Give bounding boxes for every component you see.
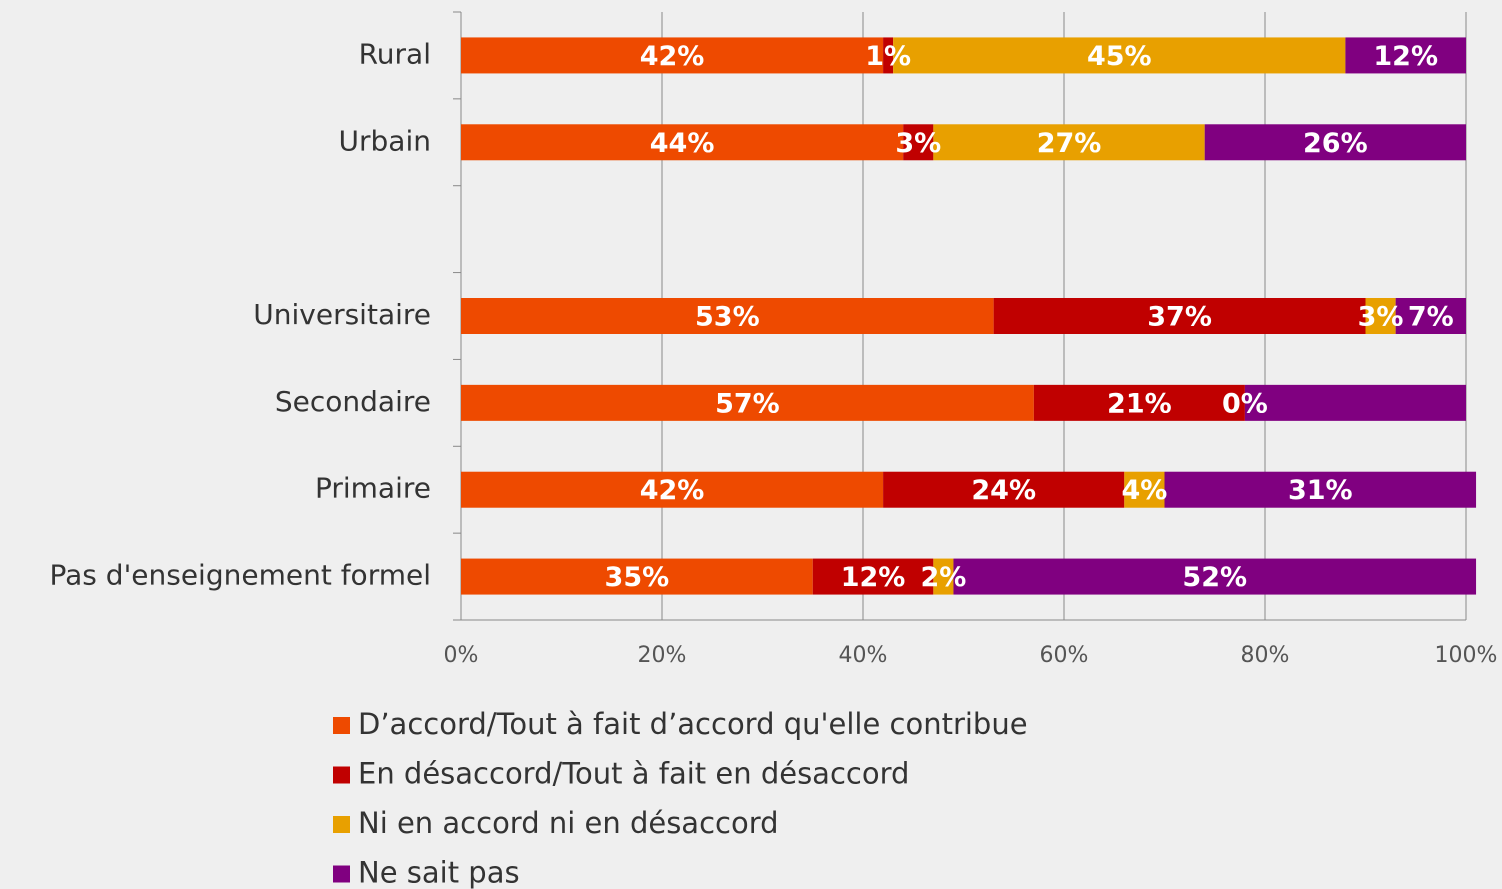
bar-segment [933,558,954,595]
legend-label: Ni en accord ni en désaccord [358,806,779,840]
data-label: 3% [895,128,941,159]
x-tick-label: 80% [1241,643,1290,668]
bar-segment [461,37,884,74]
data-label: 21% [1107,388,1172,419]
legend-swatch [333,865,350,883]
category-label: Universitaire [253,298,431,331]
bar-segment [903,124,934,161]
bar-segment [993,298,1366,334]
data-label: 12% [1373,41,1438,72]
data-label: 27% [1037,128,1102,159]
x-tick-label: 20% [638,643,687,668]
data-label: 45% [1087,41,1152,72]
bar-segment [1124,471,1165,508]
bar-segment [461,298,994,334]
bar-segment [893,37,1346,74]
data-label: 35% [605,562,670,593]
bar-segment [883,37,894,74]
bar-segment [461,558,813,595]
data-label: 42% [640,41,705,72]
data-label: 1% [865,41,911,72]
bar-segment [1395,298,1466,334]
data-label: 31% [1288,475,1353,506]
data-label: 24% [971,475,1036,506]
x-tick-label: 100% [1435,643,1498,668]
data-label: 52% [1182,562,1247,593]
bar-segment [1345,37,1466,74]
data-label: 7% [1408,302,1454,333]
data-label: 12% [841,562,906,593]
bar-segment [883,471,1125,508]
bar-segment [461,124,904,161]
legend-label: D’accord/Tout à fait d’accord qu'elle co… [358,707,1028,741]
bar-segment [933,124,1205,161]
data-label: 0% [1222,388,1268,419]
category-label: Primaire [315,472,431,505]
bar-segment [461,384,1034,421]
category-label: Pas d'enseignement formel [50,559,431,592]
data-label: 4% [1121,475,1167,506]
legend-swatch [333,717,350,734]
data-label: 44% [650,128,715,159]
x-tick-label: 40% [839,643,888,668]
bar-segment [1365,298,1396,334]
category-label: Rural [359,37,431,70]
legend-label: En désaccord/Tout à fait en désaccord [358,757,909,791]
bar-segment [812,558,934,595]
data-label: 26% [1303,128,1368,159]
data-label: 3% [1358,302,1404,333]
legend-swatch [333,766,350,784]
bar-segment [1244,384,1466,421]
legend-swatch [333,816,350,833]
bar-segment [1164,471,1477,508]
bar-segment [461,471,884,508]
x-tick-label: 0% [444,643,479,668]
bar-segment [953,558,1477,595]
legend-label: Ne sait pas [358,856,520,889]
data-label: 2% [920,562,966,593]
data-label: 37% [1147,302,1212,333]
data-label: 57% [715,388,780,419]
bar-segment [1204,124,1466,161]
category-label: Secondaire [275,385,431,418]
bar-segment [1033,384,1245,421]
x-tick-label: 60% [1040,643,1089,668]
data-label: 42% [640,475,705,506]
data-label: 53% [695,302,760,333]
category-label: Urbain [339,124,431,157]
